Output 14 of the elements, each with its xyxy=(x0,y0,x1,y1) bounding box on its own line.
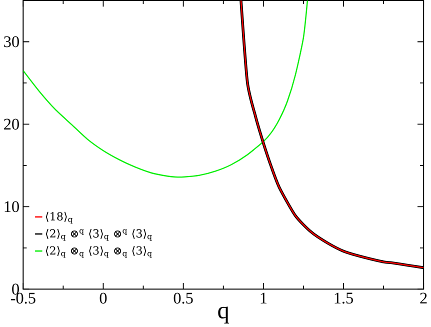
x-tick-label: 1.5 xyxy=(334,292,353,304)
y-tick-label: 10 xyxy=(4,201,19,212)
x-tick-label: 0.5 xyxy=(174,292,193,304)
text: ⟨2⟩$_{q}$ ⊗$^{q}$ ⟨3⟩$_{q}$ ⊗$^{q}$ ⟨3⟩$_{q}$ xyxy=(46,229,152,241)
x-tick-label: 2 xyxy=(420,292,427,304)
y-tick-label: 20 xyxy=(4,118,19,130)
y-tick-label: 30 xyxy=(4,36,19,48)
x-tick-label: -0.5 xyxy=(10,292,36,304)
y-tick-label: 0 xyxy=(12,284,19,295)
legend-label: ⟨18⟩$_{q}$ xyxy=(46,212,73,224)
x-tick-label: 0 xyxy=(100,292,107,304)
text: ⟨2⟩$_{q}$ ⊗$_{q}$ ⟨3⟩$_{q}$ ⊗$_{q}$ ⟨3⟩$_{q}$ xyxy=(46,246,152,258)
x-axis-title: q xyxy=(218,306,229,324)
x-tick-label: 1 xyxy=(260,292,266,304)
